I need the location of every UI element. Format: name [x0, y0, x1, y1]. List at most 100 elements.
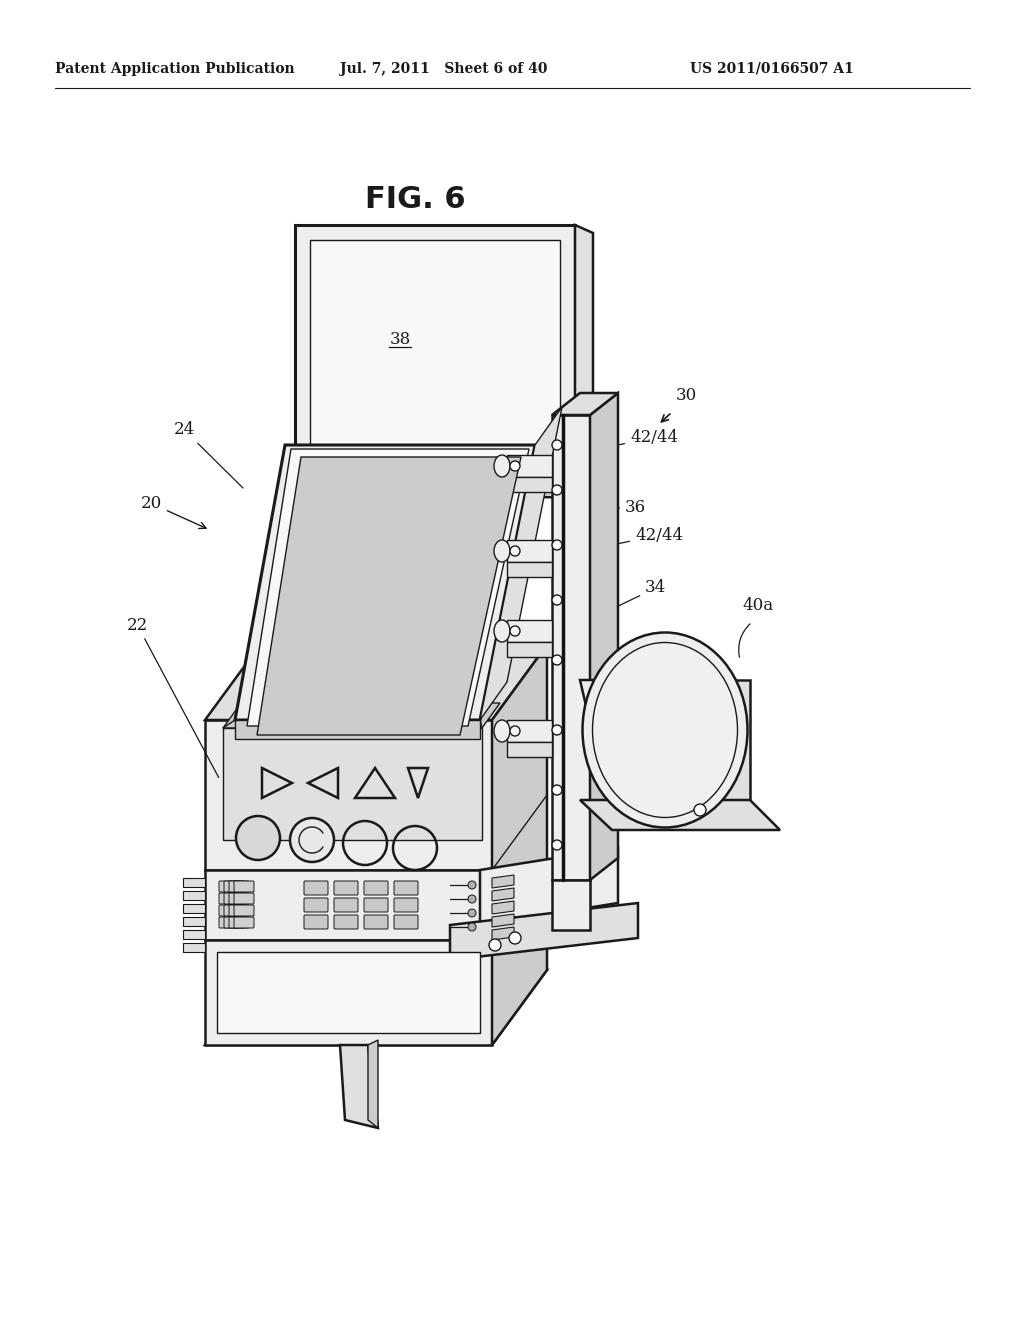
Polygon shape	[590, 393, 618, 880]
Circle shape	[468, 895, 476, 903]
Polygon shape	[480, 847, 618, 925]
FancyBboxPatch shape	[234, 917, 254, 928]
Polygon shape	[507, 642, 552, 657]
Polygon shape	[507, 562, 552, 577]
Polygon shape	[580, 800, 780, 830]
Circle shape	[236, 816, 280, 861]
Polygon shape	[492, 927, 514, 940]
Polygon shape	[507, 620, 552, 642]
Polygon shape	[492, 888, 514, 902]
Ellipse shape	[583, 632, 748, 828]
Polygon shape	[205, 719, 492, 870]
Polygon shape	[507, 455, 552, 477]
Polygon shape	[183, 917, 205, 927]
Polygon shape	[183, 942, 205, 952]
Polygon shape	[450, 903, 638, 960]
FancyBboxPatch shape	[364, 898, 388, 912]
Circle shape	[509, 932, 521, 944]
Polygon shape	[223, 729, 482, 840]
Polygon shape	[552, 393, 618, 414]
Circle shape	[489, 939, 501, 950]
Text: 40a: 40a	[742, 597, 773, 614]
Polygon shape	[205, 970, 547, 1045]
Circle shape	[552, 484, 562, 495]
Polygon shape	[492, 913, 514, 927]
Polygon shape	[183, 878, 205, 887]
Circle shape	[510, 461, 520, 471]
Text: 20: 20	[140, 495, 206, 528]
Circle shape	[468, 880, 476, 888]
Text: 42/44: 42/44	[567, 429, 678, 454]
Text: US 2011/0166507 A1: US 2011/0166507 A1	[690, 62, 854, 77]
Polygon shape	[183, 931, 205, 939]
FancyBboxPatch shape	[304, 915, 328, 929]
Text: FIG. 6: FIG. 6	[365, 185, 465, 214]
FancyBboxPatch shape	[219, 906, 239, 916]
Polygon shape	[295, 224, 575, 490]
Circle shape	[552, 540, 562, 550]
Polygon shape	[183, 891, 205, 900]
FancyBboxPatch shape	[229, 906, 249, 916]
Circle shape	[290, 818, 334, 862]
Circle shape	[468, 923, 476, 931]
FancyBboxPatch shape	[304, 898, 328, 912]
Polygon shape	[552, 414, 590, 880]
Polygon shape	[217, 952, 480, 1034]
FancyBboxPatch shape	[224, 894, 244, 904]
FancyBboxPatch shape	[224, 906, 244, 916]
Polygon shape	[223, 704, 500, 729]
Text: 42/44: 42/44	[567, 527, 683, 554]
Polygon shape	[234, 719, 480, 739]
FancyBboxPatch shape	[234, 894, 254, 904]
Polygon shape	[492, 902, 514, 913]
Circle shape	[510, 726, 520, 737]
Polygon shape	[205, 870, 492, 940]
Circle shape	[552, 840, 562, 850]
Polygon shape	[507, 477, 552, 492]
Text: 30: 30	[676, 387, 696, 404]
Polygon shape	[492, 645, 547, 1045]
Polygon shape	[257, 457, 521, 735]
Circle shape	[552, 655, 562, 665]
Polygon shape	[368, 1040, 378, 1129]
Polygon shape	[507, 742, 552, 756]
Circle shape	[468, 909, 476, 917]
FancyBboxPatch shape	[334, 915, 358, 929]
FancyBboxPatch shape	[304, 880, 328, 895]
Text: 34: 34	[612, 579, 667, 609]
Circle shape	[510, 546, 520, 556]
Ellipse shape	[494, 540, 510, 562]
FancyBboxPatch shape	[219, 880, 239, 892]
Text: 22: 22	[127, 616, 219, 777]
FancyBboxPatch shape	[394, 880, 418, 895]
Ellipse shape	[494, 455, 510, 477]
Text: 38: 38	[389, 331, 411, 348]
FancyBboxPatch shape	[394, 898, 418, 912]
Polygon shape	[507, 719, 552, 742]
Text: Jul. 7, 2011   Sheet 6 of 40: Jul. 7, 2011 Sheet 6 of 40	[340, 62, 548, 77]
Text: 32: 32	[522, 891, 556, 928]
Ellipse shape	[494, 719, 510, 742]
Polygon shape	[552, 880, 590, 931]
FancyBboxPatch shape	[224, 880, 244, 892]
Polygon shape	[310, 240, 560, 475]
FancyBboxPatch shape	[234, 906, 254, 916]
Polygon shape	[580, 680, 750, 800]
Polygon shape	[247, 449, 529, 726]
FancyBboxPatch shape	[219, 917, 239, 928]
Polygon shape	[205, 940, 492, 1045]
Polygon shape	[340, 1045, 378, 1129]
Polygon shape	[575, 224, 593, 498]
FancyBboxPatch shape	[364, 880, 388, 895]
FancyBboxPatch shape	[224, 917, 244, 928]
Circle shape	[510, 626, 520, 636]
Text: 24: 24	[174, 421, 243, 488]
Circle shape	[694, 804, 706, 816]
FancyBboxPatch shape	[334, 898, 358, 912]
Polygon shape	[720, 680, 750, 800]
Polygon shape	[480, 407, 562, 719]
Circle shape	[552, 725, 562, 735]
Circle shape	[552, 440, 562, 450]
Polygon shape	[507, 540, 552, 562]
FancyBboxPatch shape	[229, 917, 249, 928]
